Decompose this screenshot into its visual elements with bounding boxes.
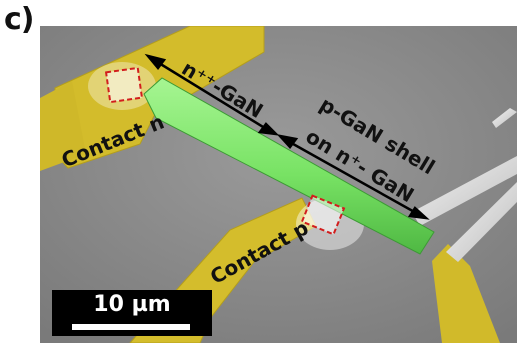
- panel-label: c): [4, 2, 34, 37]
- scale-bar: 10 µm: [52, 290, 212, 336]
- contact-n-marker: [106, 68, 142, 102]
- scale-bar-label: 10 µm: [52, 292, 212, 317]
- scale-bar-line: [72, 324, 190, 330]
